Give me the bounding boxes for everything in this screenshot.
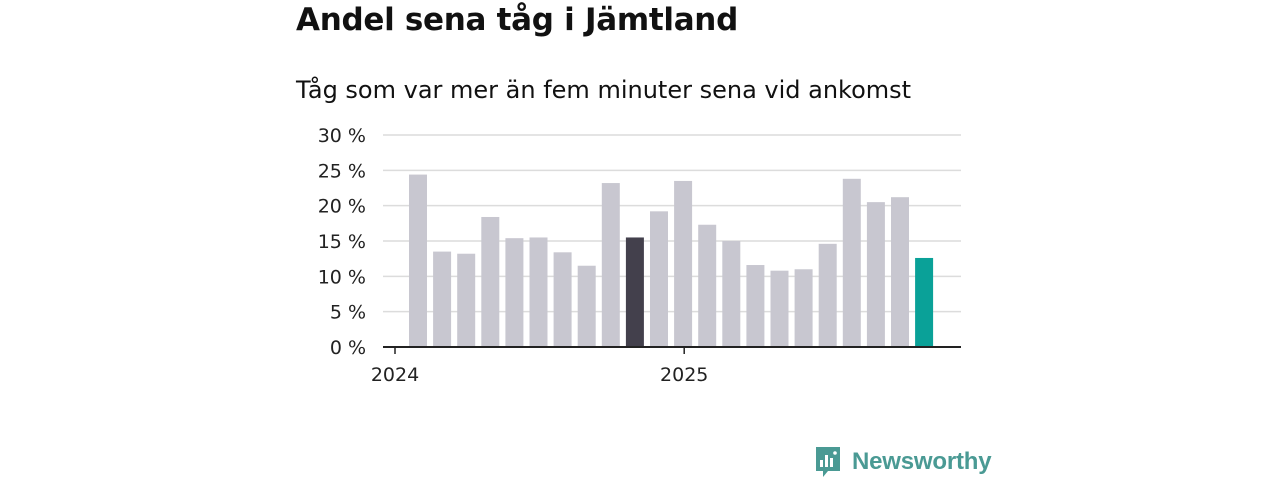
- bar: [722, 241, 741, 347]
- newsworthy-logo-icon: [816, 447, 840, 477]
- y-tick-label: 5 %: [330, 302, 366, 324]
- bar: [577, 265, 596, 347]
- y-tick-label: 15 %: [318, 231, 366, 253]
- bar: [505, 238, 524, 347]
- bar: [891, 197, 909, 347]
- bar: [842, 178, 861, 347]
- bar: [698, 224, 717, 347]
- x-tick-label: 2024: [371, 364, 419, 386]
- bar: [770, 270, 789, 347]
- bar: [746, 265, 765, 347]
- bar: [794, 269, 813, 347]
- chart-subtitle: Tåg som var mer än fem minuter sena vid …: [296, 76, 912, 104]
- bar: [625, 237, 644, 347]
- x-tick-label: 2025: [660, 364, 708, 386]
- bar: [674, 180, 693, 347]
- chart-title: Andel sena tåg i Jämtland: [296, 2, 738, 38]
- bar: [601, 183, 620, 347]
- y-tick-label: 0 %: [330, 337, 366, 359]
- brand-logo: Newsworthy: [814, 445, 992, 479]
- bar: [481, 216, 500, 347]
- bar: [915, 257, 934, 347]
- bar: [409, 174, 427, 347]
- brand-name: Newsworthy: [852, 448, 992, 475]
- bar: [866, 202, 885, 347]
- bar: [553, 252, 572, 347]
- y-tick-label: 10 %: [318, 266, 366, 288]
- bar: [457, 253, 476, 347]
- bar: [650, 211, 668, 347]
- bar: [818, 243, 837, 347]
- y-tick-label: 25 %: [318, 160, 366, 182]
- y-tick-label: 20 %: [318, 196, 366, 218]
- bar: [529, 237, 548, 347]
- bar: [433, 251, 452, 347]
- y-tick-label: 30 %: [318, 125, 366, 147]
